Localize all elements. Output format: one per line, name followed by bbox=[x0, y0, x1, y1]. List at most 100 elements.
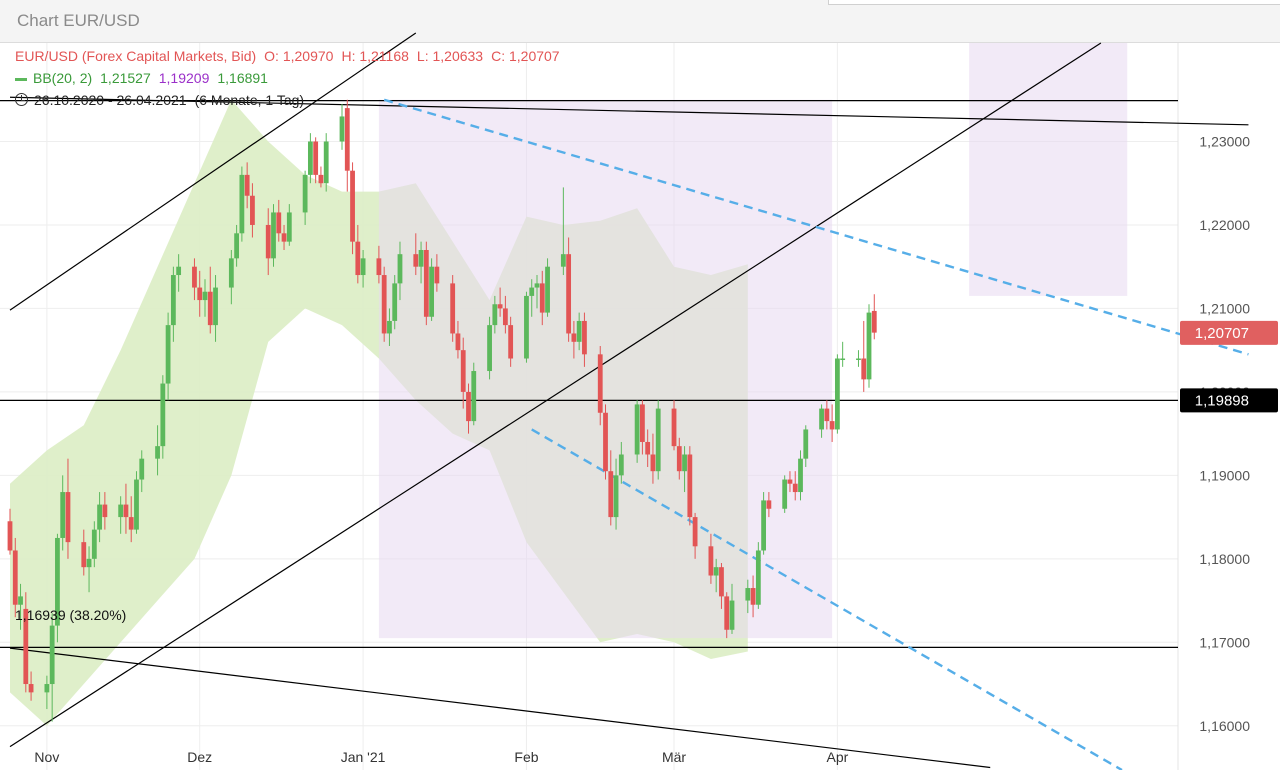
candle-body bbox=[861, 358, 867, 380]
candle bbox=[618, 441, 624, 484]
candle-body bbox=[281, 233, 287, 242]
y-tick-label: 1,17000 bbox=[1199, 634, 1250, 650]
candle bbox=[202, 279, 208, 317]
candle-body bbox=[271, 212, 276, 259]
trend-line-1 bbox=[9, 32, 417, 311]
candle bbox=[65, 458, 71, 559]
candle bbox=[834, 354, 840, 434]
candle-body bbox=[576, 320, 582, 342]
candle-body bbox=[250, 195, 255, 225]
candle-body bbox=[761, 500, 767, 551]
candle bbox=[687, 446, 693, 526]
candle bbox=[824, 400, 830, 430]
candle bbox=[165, 312, 171, 401]
candle bbox=[355, 224, 361, 284]
candle-body bbox=[640, 404, 645, 442]
candle bbox=[819, 404, 824, 438]
candle-body bbox=[60, 492, 66, 538]
candle bbox=[539, 270, 545, 326]
candle-body bbox=[719, 567, 724, 597]
highlight-zone-1 bbox=[378, 99, 833, 639]
candle bbox=[502, 295, 508, 334]
candle-body bbox=[613, 475, 619, 518]
y-tick-label: 1,22000 bbox=[1199, 217, 1250, 233]
legend-ohlc: EUR/USD (Forex Capital Markets, Bid) O: 1… bbox=[15, 48, 560, 64]
candle bbox=[97, 492, 102, 543]
candle-body bbox=[687, 454, 693, 518]
fib-level-label: 1,16939 (38.20%) bbox=[15, 607, 127, 623]
candle-body bbox=[392, 283, 398, 321]
x-tick-label: Nov bbox=[34, 749, 59, 765]
last-price-tag-text: 1,20707 bbox=[1195, 325, 1249, 342]
x-tick-label: Jan '21 bbox=[341, 749, 386, 765]
candle-body bbox=[160, 383, 166, 447]
candle-body bbox=[429, 266, 434, 317]
title-bar: Chart EUR/USD bbox=[0, 0, 1280, 43]
candle-body bbox=[582, 320, 587, 355]
candle bbox=[318, 166, 324, 188]
candle bbox=[508, 316, 514, 367]
legend-bb-middle: 1,19209 bbox=[158, 70, 210, 86]
candle-body bbox=[123, 504, 129, 518]
candle bbox=[450, 275, 456, 342]
candle-body bbox=[207, 291, 213, 326]
candle bbox=[692, 512, 698, 559]
candle-body bbox=[824, 408, 830, 422]
candle-body bbox=[539, 283, 545, 313]
x-tick-label: Dez bbox=[187, 749, 212, 765]
candle bbox=[750, 575, 756, 618]
last-price-tag-bg bbox=[1180, 320, 1278, 345]
candle-body bbox=[655, 408, 661, 472]
candle-body bbox=[645, 441, 651, 455]
candle bbox=[803, 425, 809, 468]
candle bbox=[265, 208, 271, 276]
candle-body bbox=[524, 295, 529, 359]
candle-body bbox=[197, 287, 203, 301]
candle bbox=[360, 249, 366, 288]
candle bbox=[792, 471, 798, 501]
drawn-lines bbox=[0, 32, 1249, 770]
candle bbox=[492, 295, 498, 334]
clock-icon bbox=[15, 93, 28, 106]
candle bbox=[571, 320, 577, 359]
candle bbox=[234, 224, 240, 267]
candle-body bbox=[866, 312, 872, 380]
candle-body bbox=[650, 454, 656, 472]
candle bbox=[160, 375, 166, 459]
candle bbox=[86, 546, 92, 593]
candle-body bbox=[128, 517, 134, 530]
candle-body bbox=[323, 141, 329, 184]
candle bbox=[276, 199, 282, 242]
legend-high: H: 1,21168 bbox=[341, 48, 409, 64]
candle-body bbox=[840, 358, 846, 361]
candle bbox=[118, 496, 124, 534]
legend-period-note: (6 Monate, 1 Tag) bbox=[194, 92, 305, 108]
candle bbox=[286, 204, 292, 246]
candle-body bbox=[497, 304, 503, 309]
candle bbox=[344, 99, 350, 192]
candle bbox=[434, 254, 440, 292]
highlight-zone-2 bbox=[969, 43, 1128, 296]
candle bbox=[271, 204, 276, 267]
candle bbox=[829, 404, 835, 442]
y-tick-label: 1,19000 bbox=[1199, 467, 1250, 483]
candle bbox=[455, 320, 461, 359]
candle-body bbox=[708, 546, 714, 576]
candle bbox=[713, 558, 719, 593]
candle-body bbox=[176, 266, 182, 276]
candlesticks bbox=[7, 99, 877, 722]
candle-body bbox=[566, 254, 572, 334]
y-tick-label: 1,21000 bbox=[1199, 300, 1250, 316]
candle bbox=[640, 400, 645, 455]
candle-body bbox=[139, 458, 145, 480]
candle bbox=[840, 341, 846, 367]
candle-body bbox=[745, 588, 751, 601]
candle bbox=[655, 400, 661, 480]
candle bbox=[81, 529, 87, 576]
candle bbox=[545, 258, 550, 317]
candle-body bbox=[460, 350, 466, 392]
candle bbox=[139, 450, 145, 493]
candle-body bbox=[418, 249, 424, 267]
candle bbox=[766, 492, 772, 518]
